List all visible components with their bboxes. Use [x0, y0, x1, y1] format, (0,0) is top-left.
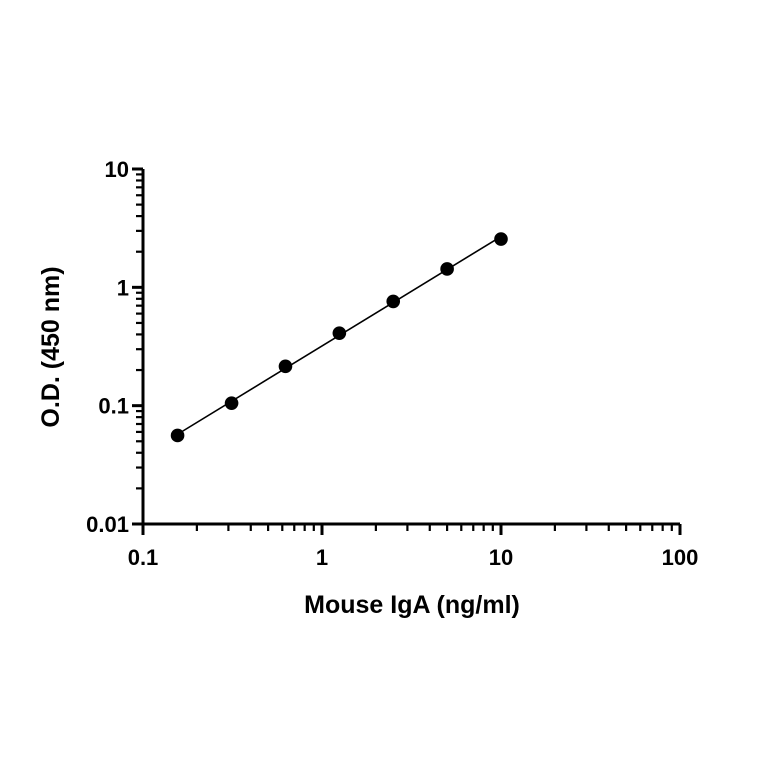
- tick-labels: 0.1 1 10 100 0.01 0.1 1 10: [86, 157, 698, 570]
- data-points: [170, 232, 508, 443]
- x-tick-label: 10: [489, 545, 513, 570]
- data-point: [278, 359, 293, 374]
- data-point: [386, 294, 401, 309]
- y-tick-label: 10: [105, 157, 129, 182]
- y-axis-title: O.D. (450 nm): [37, 266, 65, 427]
- data-point: [494, 232, 508, 246]
- data-point: [332, 326, 347, 340]
- ticks: [132, 167, 682, 535]
- data-point: [224, 396, 239, 410]
- data-point: [440, 262, 454, 276]
- x-tick-label: 100: [662, 545, 699, 570]
- axes: [141, 169, 680, 526]
- x-tick-label: 0.1: [128, 545, 159, 570]
- y-tick-label: 0.1: [98, 394, 129, 419]
- x-tick-label: 1: [316, 545, 328, 570]
- y-tick-label: 1: [117, 275, 129, 300]
- y-tick-label: 0.01: [86, 512, 129, 537]
- x-axis-title: Mouse IgA (ng/ml): [304, 591, 520, 619]
- data-point: [170, 428, 185, 443]
